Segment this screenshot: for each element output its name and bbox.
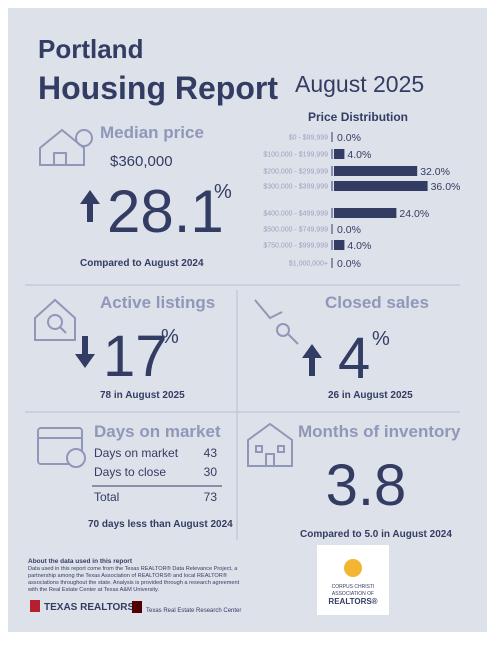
background xyxy=(8,8,487,632)
category-label: $100,000 - $199,999 xyxy=(263,152,328,159)
bar xyxy=(334,181,428,191)
keys-icon xyxy=(254,299,299,345)
median-change: 28.1 xyxy=(107,178,224,245)
arrow-up xyxy=(80,190,100,222)
footer-text: Data used in this report come from the T… xyxy=(27,565,240,593)
footer-line: with the Real Estate Center at Texas A&M… xyxy=(27,587,159,593)
value-label: 4.0% xyxy=(347,240,371,252)
logo-mark xyxy=(30,600,40,612)
row-value: 43 xyxy=(204,446,218,460)
closed-label: Closed sales xyxy=(325,293,429,312)
closed-note: 26 in August 2025 xyxy=(328,390,413,401)
period: August 2025 xyxy=(295,71,424,97)
value-label: 0.0% xyxy=(337,258,361,270)
bar xyxy=(334,208,397,218)
row-label: Days on market xyxy=(94,446,179,460)
bar xyxy=(334,166,418,176)
category-label: $400,000 - $499,999 xyxy=(263,211,328,218)
calendar-icon xyxy=(37,427,86,468)
total-value: 73 xyxy=(204,490,218,504)
dom-note: 70 days less than August 2024 xyxy=(88,519,233,530)
logo: CORPUS CHRISTI xyxy=(332,584,375,590)
footer-line: partnership among the Texas Association … xyxy=(28,572,228,579)
category-label: $200,000 - $299,999 xyxy=(263,169,328,176)
arrow-down xyxy=(75,336,95,368)
logo: TEXAS REALTORS xyxy=(44,602,135,613)
percent-sign: % xyxy=(161,326,179,348)
search-house-icon xyxy=(34,298,76,341)
value-label: 0.0% xyxy=(337,224,361,236)
logo-mark xyxy=(132,601,142,613)
median-label: Median price xyxy=(100,123,204,142)
logo: ASSOCIATION OF xyxy=(332,591,374,597)
footer-line: associations throughout the state. Analy… xyxy=(28,580,240,586)
value-label: 24.0% xyxy=(399,208,429,220)
row-value: 30 xyxy=(204,465,218,479)
footer-line: Data used in this report come from the T… xyxy=(28,565,238,572)
value-label: 4.0% xyxy=(347,149,371,161)
value-label: 0.0% xyxy=(337,132,361,144)
category-label: $500,000 - $749,999 xyxy=(263,227,328,234)
category-label: $300,000 - $399,999 xyxy=(263,184,328,191)
median-note: Compared to August 2024 xyxy=(80,258,204,269)
logo-box xyxy=(317,545,389,615)
logo: REALTORS® xyxy=(328,597,377,606)
percent-sign: % xyxy=(372,328,390,350)
house-icon xyxy=(39,128,93,166)
moi-note: Compared to 5.0 in August 2024 xyxy=(300,529,452,540)
moi-value: 3.8 xyxy=(326,453,407,518)
value-label: 36.0% xyxy=(431,181,461,193)
building-icon xyxy=(247,422,293,467)
bar xyxy=(334,149,345,159)
footer-heading: About the data used in this report xyxy=(28,558,133,565)
total-label: Total xyxy=(94,490,119,504)
median-value: $360,000 xyxy=(110,153,173,170)
row-label: Days to close xyxy=(94,465,166,479)
category-label: $0 - $99,999 xyxy=(289,135,328,142)
active-note: 78 in August 2025 xyxy=(100,390,185,401)
category-label: $1,000,000+ xyxy=(289,261,328,268)
price-distribution: $0 - $99,999 0.0% $100,000 - $199,999 4.0% $… xyxy=(263,132,460,270)
value-label: 32.0% xyxy=(420,166,450,178)
bar xyxy=(334,240,345,250)
chart-title: Price Distribution xyxy=(308,110,408,124)
logo-sun xyxy=(344,559,362,577)
city: Portland xyxy=(38,34,143,64)
moi-label: Months of inventory xyxy=(298,422,461,441)
active-change: 17 xyxy=(103,324,168,389)
category-label: $750,000 - $999,999 xyxy=(263,243,328,250)
dom-label: Days on market xyxy=(94,422,221,441)
arrow-up xyxy=(302,344,322,376)
active-label: Active listings xyxy=(100,293,215,312)
closed-change: 4 xyxy=(338,326,370,391)
logo: Texas Real Estate Research Center xyxy=(146,608,241,614)
title: Housing Report xyxy=(38,70,278,106)
percent-sign: % xyxy=(214,181,232,203)
